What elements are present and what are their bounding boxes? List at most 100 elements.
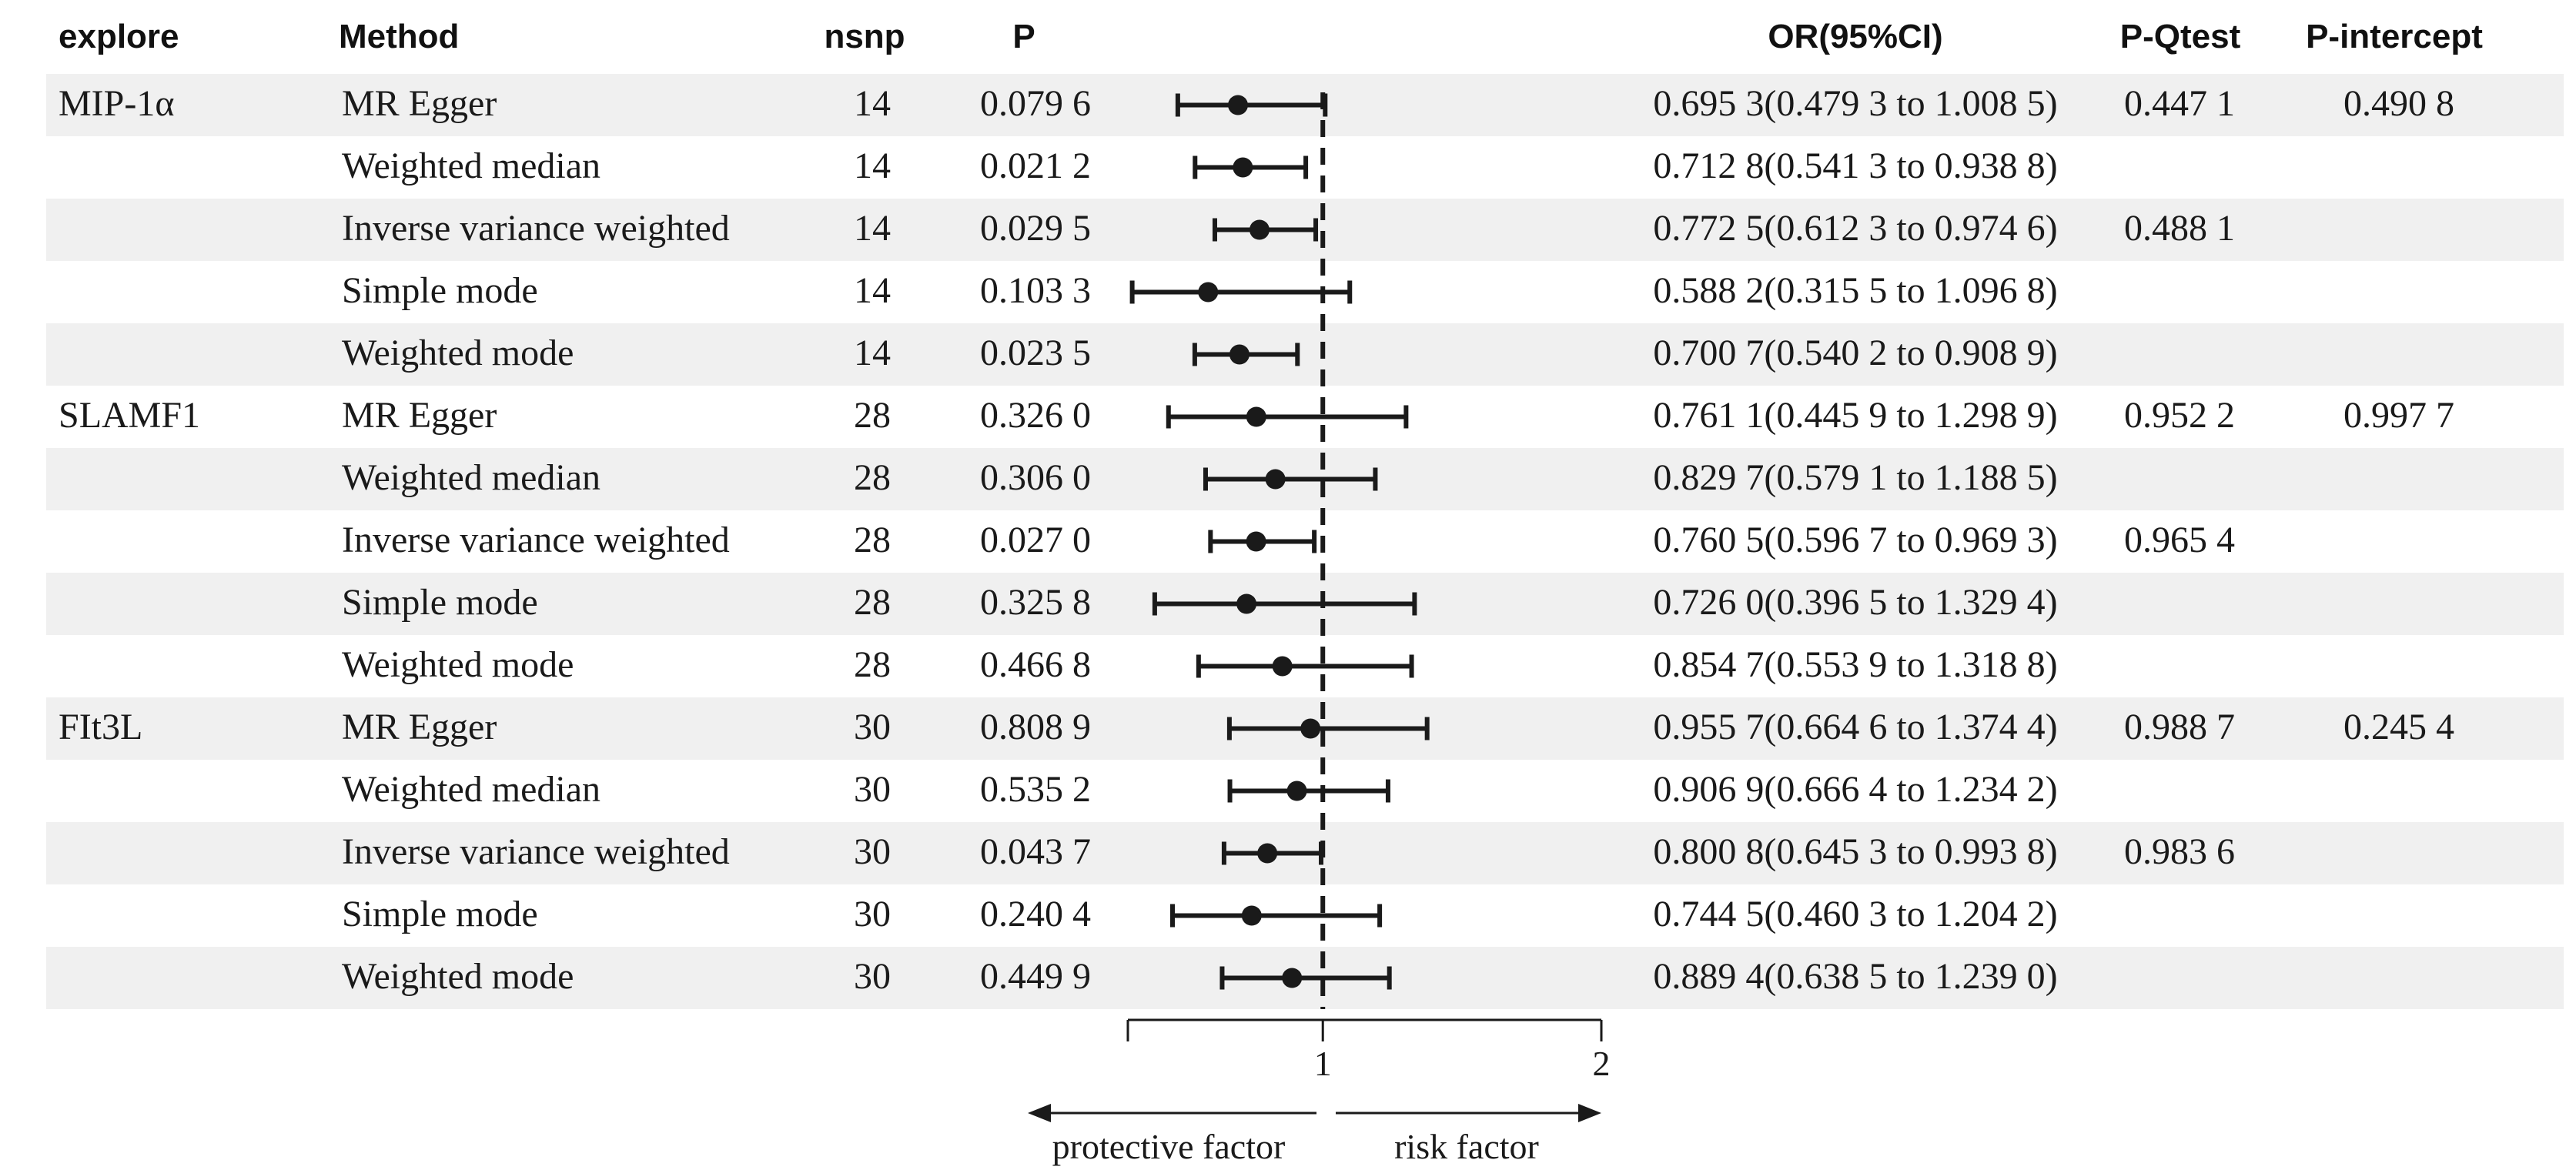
forest-marker-row <box>1166 405 1409 429</box>
cell-nsnp: 14 <box>854 333 891 373</box>
cell-method: Inverse variance weighted <box>342 831 730 872</box>
or-point <box>1246 406 1266 427</box>
cell-p-value: 0.029 5 <box>980 208 1091 249</box>
cell-method: Weighted mode <box>342 644 574 685</box>
cell-p-qtest: 0.965 4 <box>2124 520 2235 560</box>
cell-or-ci: 0.712 8(0.541 3 to 0.938 8) <box>1653 145 2057 186</box>
cell-p-value: 0.103 3 <box>980 270 1091 311</box>
cell-method: Weighted median <box>342 769 601 810</box>
cell-p-value: 0.306 0 <box>980 457 1091 498</box>
cell-nsnp: 30 <box>854 894 891 934</box>
cell-method: Simple mode <box>342 582 538 623</box>
or-point <box>1272 656 1293 677</box>
cell-method: Weighted median <box>342 457 601 498</box>
cell-p-value: 0.325 8 <box>980 582 1091 623</box>
direction-annotations: protective factor risk factor <box>1028 1104 1601 1166</box>
cell-method: Inverse variance weighted <box>342 520 730 560</box>
cell-p-value: 0.043 7 <box>980 831 1091 872</box>
x-tick-label: 1 <box>1314 1044 1332 1083</box>
forest-marker-row <box>1227 779 1390 803</box>
cell-p-intercept: 0.245 4 <box>2343 707 2454 747</box>
cell-method: Weighted median <box>342 145 601 186</box>
cell-or-ci: 0.726 0(0.396 5 to 1.329 4) <box>1653 582 2057 623</box>
forest-marker-row <box>1219 966 1392 990</box>
cell-or-ci: 0.700 7(0.540 2 to 0.908 9) <box>1653 333 2057 373</box>
header-nsnp: nsnp <box>824 18 905 55</box>
header-p-qtest: P-Qtest <box>2120 18 2241 55</box>
cell-or-ci: 0.829 7(0.579 1 to 1.188 5) <box>1653 457 2057 498</box>
forest-marker-row <box>1129 280 1353 304</box>
forest-marker-row <box>1212 218 1319 242</box>
cell-or-ci: 0.744 5(0.460 3 to 1.204 2) <box>1653 894 2057 934</box>
cell-p-value: 0.027 0 <box>980 520 1091 560</box>
cell-explore: MIP-1α <box>59 83 175 124</box>
forest-marker-row <box>1169 904 1383 928</box>
cell-p-value: 0.326 0 <box>980 395 1091 436</box>
cell-p-value: 0.079 6 <box>980 83 1091 124</box>
cell-nsnp: 28 <box>854 395 891 436</box>
or-point <box>1198 282 1219 303</box>
or-point <box>1265 469 1286 490</box>
risk-arrow-head <box>1578 1104 1601 1122</box>
or-point <box>1257 843 1278 864</box>
cell-method: MR Egger <box>342 83 497 124</box>
or-point <box>1282 968 1303 988</box>
cell-nsnp: 14 <box>854 145 891 186</box>
forest-marker-row <box>1193 155 1309 179</box>
or-point <box>1233 157 1253 178</box>
cell-nsnp: 28 <box>854 582 891 623</box>
cell-p-intercept: 0.490 8 <box>2343 83 2454 124</box>
forest-marker-row <box>1226 717 1430 740</box>
forest-marker-row <box>1203 467 1378 491</box>
cell-p-intercept: 0.997 7 <box>2343 395 2454 436</box>
forest-marker-row <box>1192 343 1300 366</box>
cell-p-value: 0.535 2 <box>980 769 1091 810</box>
row-band <box>46 323 2564 386</box>
or-point <box>1228 95 1249 115</box>
cell-or-ci: 0.906 9(0.666 4 to 1.234 2) <box>1653 769 2057 810</box>
cell-nsnp: 28 <box>854 520 891 560</box>
cell-p-qtest: 0.952 2 <box>2124 395 2235 436</box>
cell-explore: SLAMF1 <box>59 395 200 436</box>
cell-or-ci: 0.889 4(0.638 5 to 1.239 0) <box>1653 956 2057 997</box>
cell-or-ci: 0.695 3(0.479 3 to 1.008 5) <box>1653 83 2057 124</box>
plot-area <box>1129 92 1430 1009</box>
protective-factor-label: protective factor <box>1052 1127 1286 1166</box>
cell-nsnp: 14 <box>854 83 891 124</box>
cell-method: Weighted mode <box>342 956 574 997</box>
risk-factor-label: risk factor <box>1394 1127 1539 1166</box>
column-headers: explore Method nsnp P OR(95%CI) P-Qtest … <box>59 18 2483 55</box>
header-method: Method <box>339 18 459 55</box>
cell-nsnp: 30 <box>854 707 891 747</box>
header-explore: explore <box>59 18 179 55</box>
cell-method: Inverse variance weighted <box>342 208 730 249</box>
cell-p-value: 0.240 4 <box>980 894 1091 934</box>
cell-p-qtest: 0.488 1 <box>2124 208 2235 249</box>
cell-p-qtest: 0.447 1 <box>2124 83 2235 124</box>
or-point <box>1229 344 1250 365</box>
forest-marker-row <box>1208 530 1317 553</box>
cell-p-qtest: 0.983 6 <box>2124 831 2235 872</box>
or-point <box>1246 531 1266 552</box>
cell-or-ci: 0.760 5(0.596 7 to 0.969 3) <box>1653 520 2057 560</box>
cell-nsnp: 14 <box>854 208 891 249</box>
forest-marker-row <box>1196 654 1414 678</box>
cell-p-value: 0.449 9 <box>980 956 1091 997</box>
cell-method: Simple mode <box>342 894 538 934</box>
cell-or-ci: 0.955 7(0.664 6 to 1.374 4) <box>1653 707 2057 747</box>
forest-marker-row <box>1175 93 1328 117</box>
or-point <box>1249 219 1270 240</box>
cell-or-ci: 0.588 2(0.315 5 to 1.096 8) <box>1653 270 2057 311</box>
cell-p-value: 0.021 2 <box>980 145 1091 186</box>
cell-nsnp: 30 <box>854 831 891 872</box>
cell-nsnp: 14 <box>854 270 891 311</box>
cell-method: MR Egger <box>342 707 497 747</box>
cell-method: Weighted mode <box>342 333 574 373</box>
protective-arrow-head <box>1028 1104 1051 1122</box>
cell-explore: FIt3L <box>59 707 142 747</box>
cell-or-ci: 0.800 8(0.645 3 to 0.993 8) <box>1653 831 2057 872</box>
cell-p-value: 0.808 9 <box>980 707 1091 747</box>
or-point <box>1286 781 1307 801</box>
cell-p-value: 0.466 8 <box>980 644 1091 685</box>
